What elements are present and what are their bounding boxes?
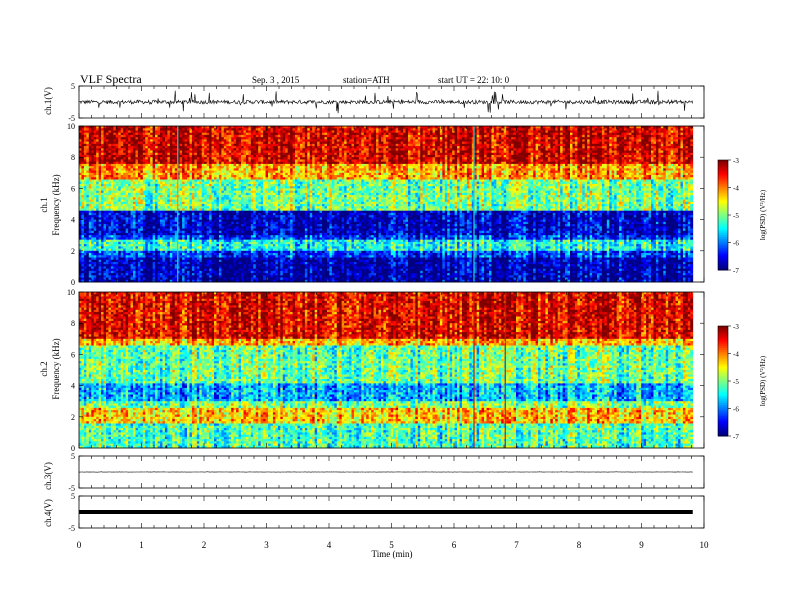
date-label: Sep. 3 , 2015 (252, 75, 300, 85)
ch1-waveform-panel: -55 (68, 82, 704, 123)
start-time-label: start UT = 22: 10: 0 (438, 75, 510, 85)
station-label: station=ATH (343, 75, 390, 85)
ch1-wave-trace (79, 91, 693, 114)
figure-title: VLF Spectra (80, 72, 142, 86)
vlf-spectra-figure: VLF Spectra Sep. 3 , 2015 station=ATH st… (0, 0, 792, 612)
ch1-wave-y-tick-label: 5 (71, 82, 75, 91)
